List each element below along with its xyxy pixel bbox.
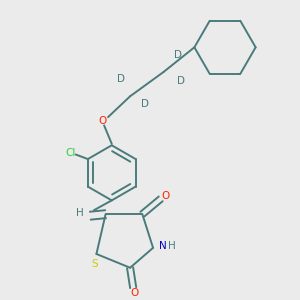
Text: H: H	[76, 208, 83, 218]
Text: Cl: Cl	[66, 148, 76, 158]
Text: H: H	[168, 241, 176, 251]
Text: N: N	[159, 241, 167, 251]
Text: D: D	[174, 50, 182, 60]
Text: O: O	[98, 116, 107, 126]
Text: D: D	[117, 74, 125, 85]
Text: D: D	[177, 76, 184, 86]
Text: D: D	[141, 99, 149, 109]
Text: O: O	[161, 191, 170, 201]
Text: O: O	[130, 288, 139, 298]
Text: S: S	[92, 259, 98, 269]
